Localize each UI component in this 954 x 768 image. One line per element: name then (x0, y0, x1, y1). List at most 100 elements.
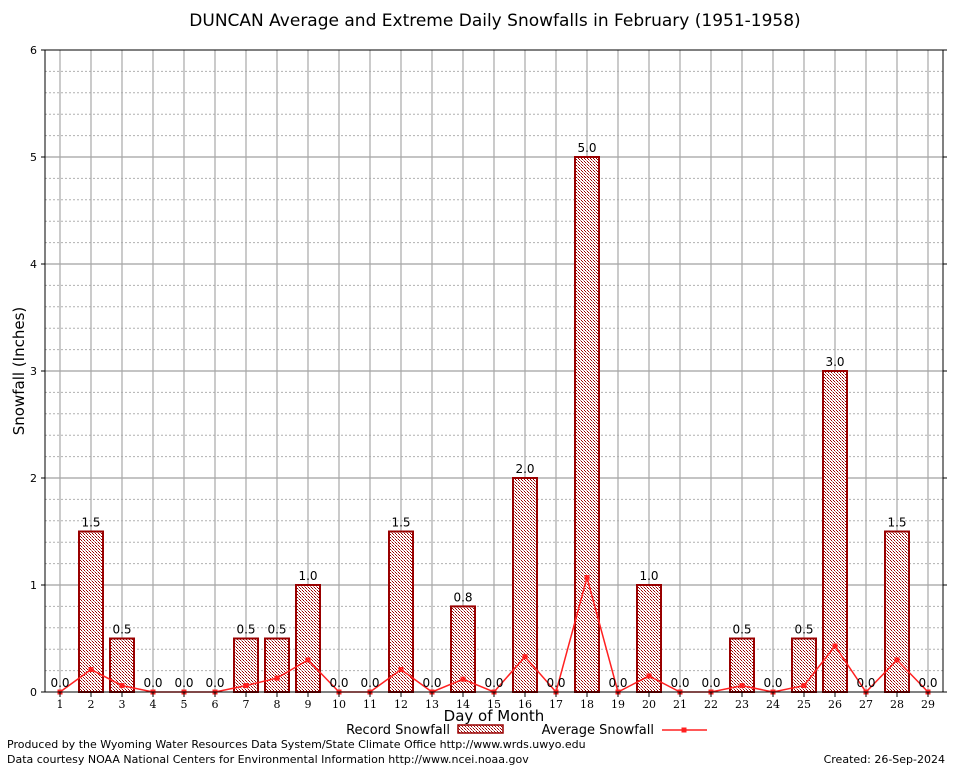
x-tick-label-23: 23 (735, 698, 749, 711)
x-tick-label-13: 13 (425, 698, 439, 711)
data-label-day-19: 0.0 (608, 676, 627, 690)
data-label-day-16: 2.0 (515, 462, 534, 476)
data-label-day-2: 1.5 (81, 516, 100, 530)
average-point-day-23 (739, 683, 745, 689)
x-axis-title: Day of Month (444, 707, 545, 725)
x-tick-label-3: 3 (119, 698, 126, 711)
data-label-day-11: 0.0 (360, 676, 379, 690)
x-tick-label-2: 2 (88, 698, 95, 711)
record-bar-day-26 (822, 370, 848, 693)
record-bar-day-16 (512, 477, 538, 693)
average-point-day-14 (460, 676, 466, 682)
average-point-day-7 (243, 683, 249, 689)
record-bar-day-8 (264, 637, 290, 693)
average-point-day-2 (88, 667, 94, 673)
x-tick-label-12: 12 (394, 698, 408, 711)
average-point-day-12 (398, 667, 404, 673)
data-label-day-25: 0.5 (794, 623, 813, 637)
x-tick-label-1: 1 (57, 698, 64, 711)
data-label-day-27: 0.0 (856, 676, 875, 690)
average-point-day-20 (646, 673, 652, 679)
average-point-day-16 (522, 654, 528, 660)
x-tick-label-6: 6 (212, 698, 219, 711)
legend-record-swatch (457, 724, 504, 734)
x-tick-label-22: 22 (704, 698, 718, 711)
created-date: Created: 26-Sep-2024 (824, 753, 945, 766)
record-bar-day-12 (388, 530, 414, 693)
x-tick-label-17: 17 (549, 698, 563, 711)
average-point-day-26 (832, 643, 838, 649)
data-label-day-26: 3.0 (825, 355, 844, 369)
x-tick-label-19: 19 (611, 698, 625, 711)
data-label-day-22: 0.0 (701, 676, 720, 690)
average-point-day-28 (894, 657, 900, 663)
data-label-day-24: 0.0 (763, 676, 782, 690)
data-label-day-14: 0.8 (453, 590, 472, 604)
x-tick-label-24: 24 (766, 698, 780, 711)
record-bar-day-18 (574, 156, 600, 693)
data-label-day-6: 0.0 (205, 676, 224, 690)
x-tick-label-20: 20 (642, 698, 656, 711)
average-point-day-25 (801, 683, 807, 689)
data-label-day-18: 5.0 (577, 141, 596, 155)
average-point-day-18 (584, 575, 590, 581)
data-label-day-17: 0.0 (546, 676, 565, 690)
x-tick-label-21: 21 (673, 698, 687, 711)
data-label-day-15: 0.0 (484, 676, 503, 690)
data-label-day-5: 0.0 (174, 676, 193, 690)
x-tick-label-27: 27 (859, 698, 873, 711)
x-tick-label-4: 4 (150, 698, 157, 711)
x-tick-label-11: 11 (363, 698, 377, 711)
y-tick-label-4: 4 (30, 258, 37, 271)
data-label-day-10: 0.0 (329, 676, 348, 690)
legend-average-marker (681, 727, 687, 733)
data-label-day-7: 0.5 (236, 623, 255, 637)
chart-title: DUNCAN Average and Extreme Daily Snowfal… (189, 11, 800, 31)
credit-line-2: Data courtesy NOAA National Centers for … (7, 753, 529, 766)
x-tick-label-16: 16 (518, 698, 532, 711)
x-tick-label-5: 5 (181, 698, 188, 711)
legend-record-label: Record Snowfall (346, 723, 450, 738)
y-ticks: 0 1 2 3 4 5 6 (30, 44, 947, 699)
y-tick-label-0: 0 (30, 686, 37, 699)
x-tick-label-26: 26 (828, 698, 842, 711)
x-tick-label-25: 25 (797, 698, 811, 711)
x-tick-label-28: 28 (890, 698, 904, 711)
x-tick-label-29: 29 (921, 698, 935, 711)
average-point-day-3 (119, 683, 125, 689)
data-label-day-20: 1.0 (639, 569, 658, 583)
data-label-day-12: 1.5 (391, 516, 410, 530)
legend: Record Snowfall Average Snowfall (346, 723, 707, 738)
data-label-day-29: 0.0 (918, 676, 937, 690)
data-label-day-1: 0.0 (50, 676, 69, 690)
data-label-day-4: 0.0 (143, 676, 162, 690)
y-tick-label-5: 5 (30, 151, 37, 164)
data-label-day-23: 0.5 (732, 623, 751, 637)
record-bar-day-2 (78, 530, 104, 693)
x-tick-label-10: 10 (332, 698, 346, 711)
y-tick-label-2: 2 (30, 472, 37, 485)
data-label-day-9: 1.0 (298, 569, 317, 583)
average-point-day-8 (274, 675, 280, 681)
y-tick-label-6: 6 (30, 44, 37, 57)
average-point-day-9 (305, 657, 311, 663)
x-tick-label-8: 8 (274, 698, 281, 711)
data-label-day-21: 0.0 (670, 676, 689, 690)
y-axis-title: Snowfall (Inches) (10, 307, 28, 435)
x-tick-label-15: 15 (487, 698, 501, 711)
data-label-day-3: 0.5 (112, 623, 131, 637)
y-tick-label-3: 3 (30, 365, 37, 378)
x-tick-label-9: 9 (305, 698, 312, 711)
data-label-day-8: 0.5 (267, 623, 286, 637)
y-tick-label-1: 1 (30, 579, 37, 592)
credit-line-1: Produced by the Wyoming Water Resources … (7, 738, 586, 751)
grid (45, 50, 943, 692)
data-label-day-13: 0.0 (422, 676, 441, 690)
data-label-day-28: 1.5 (887, 516, 906, 530)
legend-average-label: Average Snowfall (542, 723, 654, 738)
x-tick-label-14: 14 (456, 698, 470, 711)
record-bar-day-9 (295, 584, 321, 693)
x-ticks: 1 2 3 4 5 6 7 8 9 10 11 12 13 14 15 16 17 18 19 20 21 22 23 24 2… (57, 692, 935, 711)
x-tick-label-18: 18 (580, 698, 594, 711)
